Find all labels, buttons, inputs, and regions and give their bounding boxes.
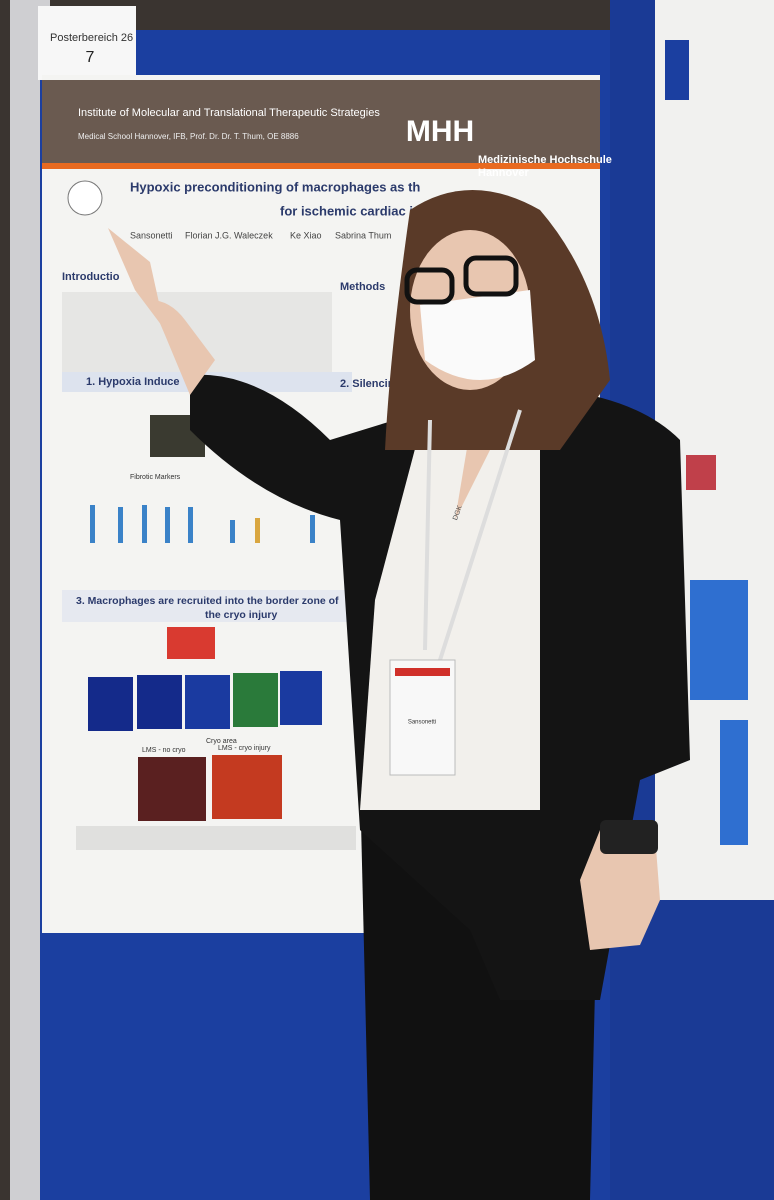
poster-title: for ischemic cardiac injur xyxy=(280,203,438,218)
poster-title: Hypoxic preconditioning of macrophages a… xyxy=(130,179,420,194)
author: Ke Xiao xyxy=(290,230,322,240)
institute: Institute of Molecular and Translational… xyxy=(78,107,380,119)
university: Medizinische Hochschule xyxy=(478,154,612,166)
figure-label: LMS - cryo injury xyxy=(218,745,271,752)
university: Hannover xyxy=(478,167,529,179)
caption-block xyxy=(76,826,356,850)
section-heading: 3. Macrophages are recruited into the bo… xyxy=(76,595,339,607)
side-figure xyxy=(720,720,748,845)
side-figure xyxy=(690,580,748,700)
figure-panel xyxy=(212,755,282,819)
figure-label: Cryo area xyxy=(206,738,237,745)
person xyxy=(108,190,690,1200)
section-bar xyxy=(62,590,352,622)
bar-figure xyxy=(90,505,315,543)
figure-panel xyxy=(138,757,206,821)
microscopy-row xyxy=(88,671,322,731)
section-heading: Methods xyxy=(340,281,385,293)
sign-label: Posterbereich 26 xyxy=(50,32,133,44)
header-line xyxy=(42,163,600,169)
author: Sansonetti xyxy=(130,230,173,240)
side-logo xyxy=(665,40,689,100)
author: Sabrina Thum xyxy=(335,230,391,240)
section-heading: 1. Hypoxia Induce xyxy=(86,376,180,388)
lanyard-text: DGK xyxy=(452,504,464,521)
side-figure xyxy=(686,455,716,490)
figure-label: LMS - no cryo xyxy=(142,747,186,754)
section-heading: Introductio xyxy=(62,271,120,283)
badge-name: Sansonetti xyxy=(408,720,436,726)
author: Florian J.G. Waleczek xyxy=(185,230,273,240)
section-heading: 2. Silencin xyxy=(340,378,395,390)
institute-subtitle: Medical School Hannover, IFB, Prof. Dr. … xyxy=(78,132,299,141)
poster-header xyxy=(42,80,600,165)
sign-number: 7 xyxy=(86,49,95,66)
section-heading: the cryo injury xyxy=(205,609,278,621)
figure-panel xyxy=(167,627,215,659)
poster-logo xyxy=(67,180,103,216)
logo: MHH xyxy=(406,115,474,148)
sign xyxy=(38,6,136,80)
figure-label: Fibrotic Markers xyxy=(130,474,181,481)
